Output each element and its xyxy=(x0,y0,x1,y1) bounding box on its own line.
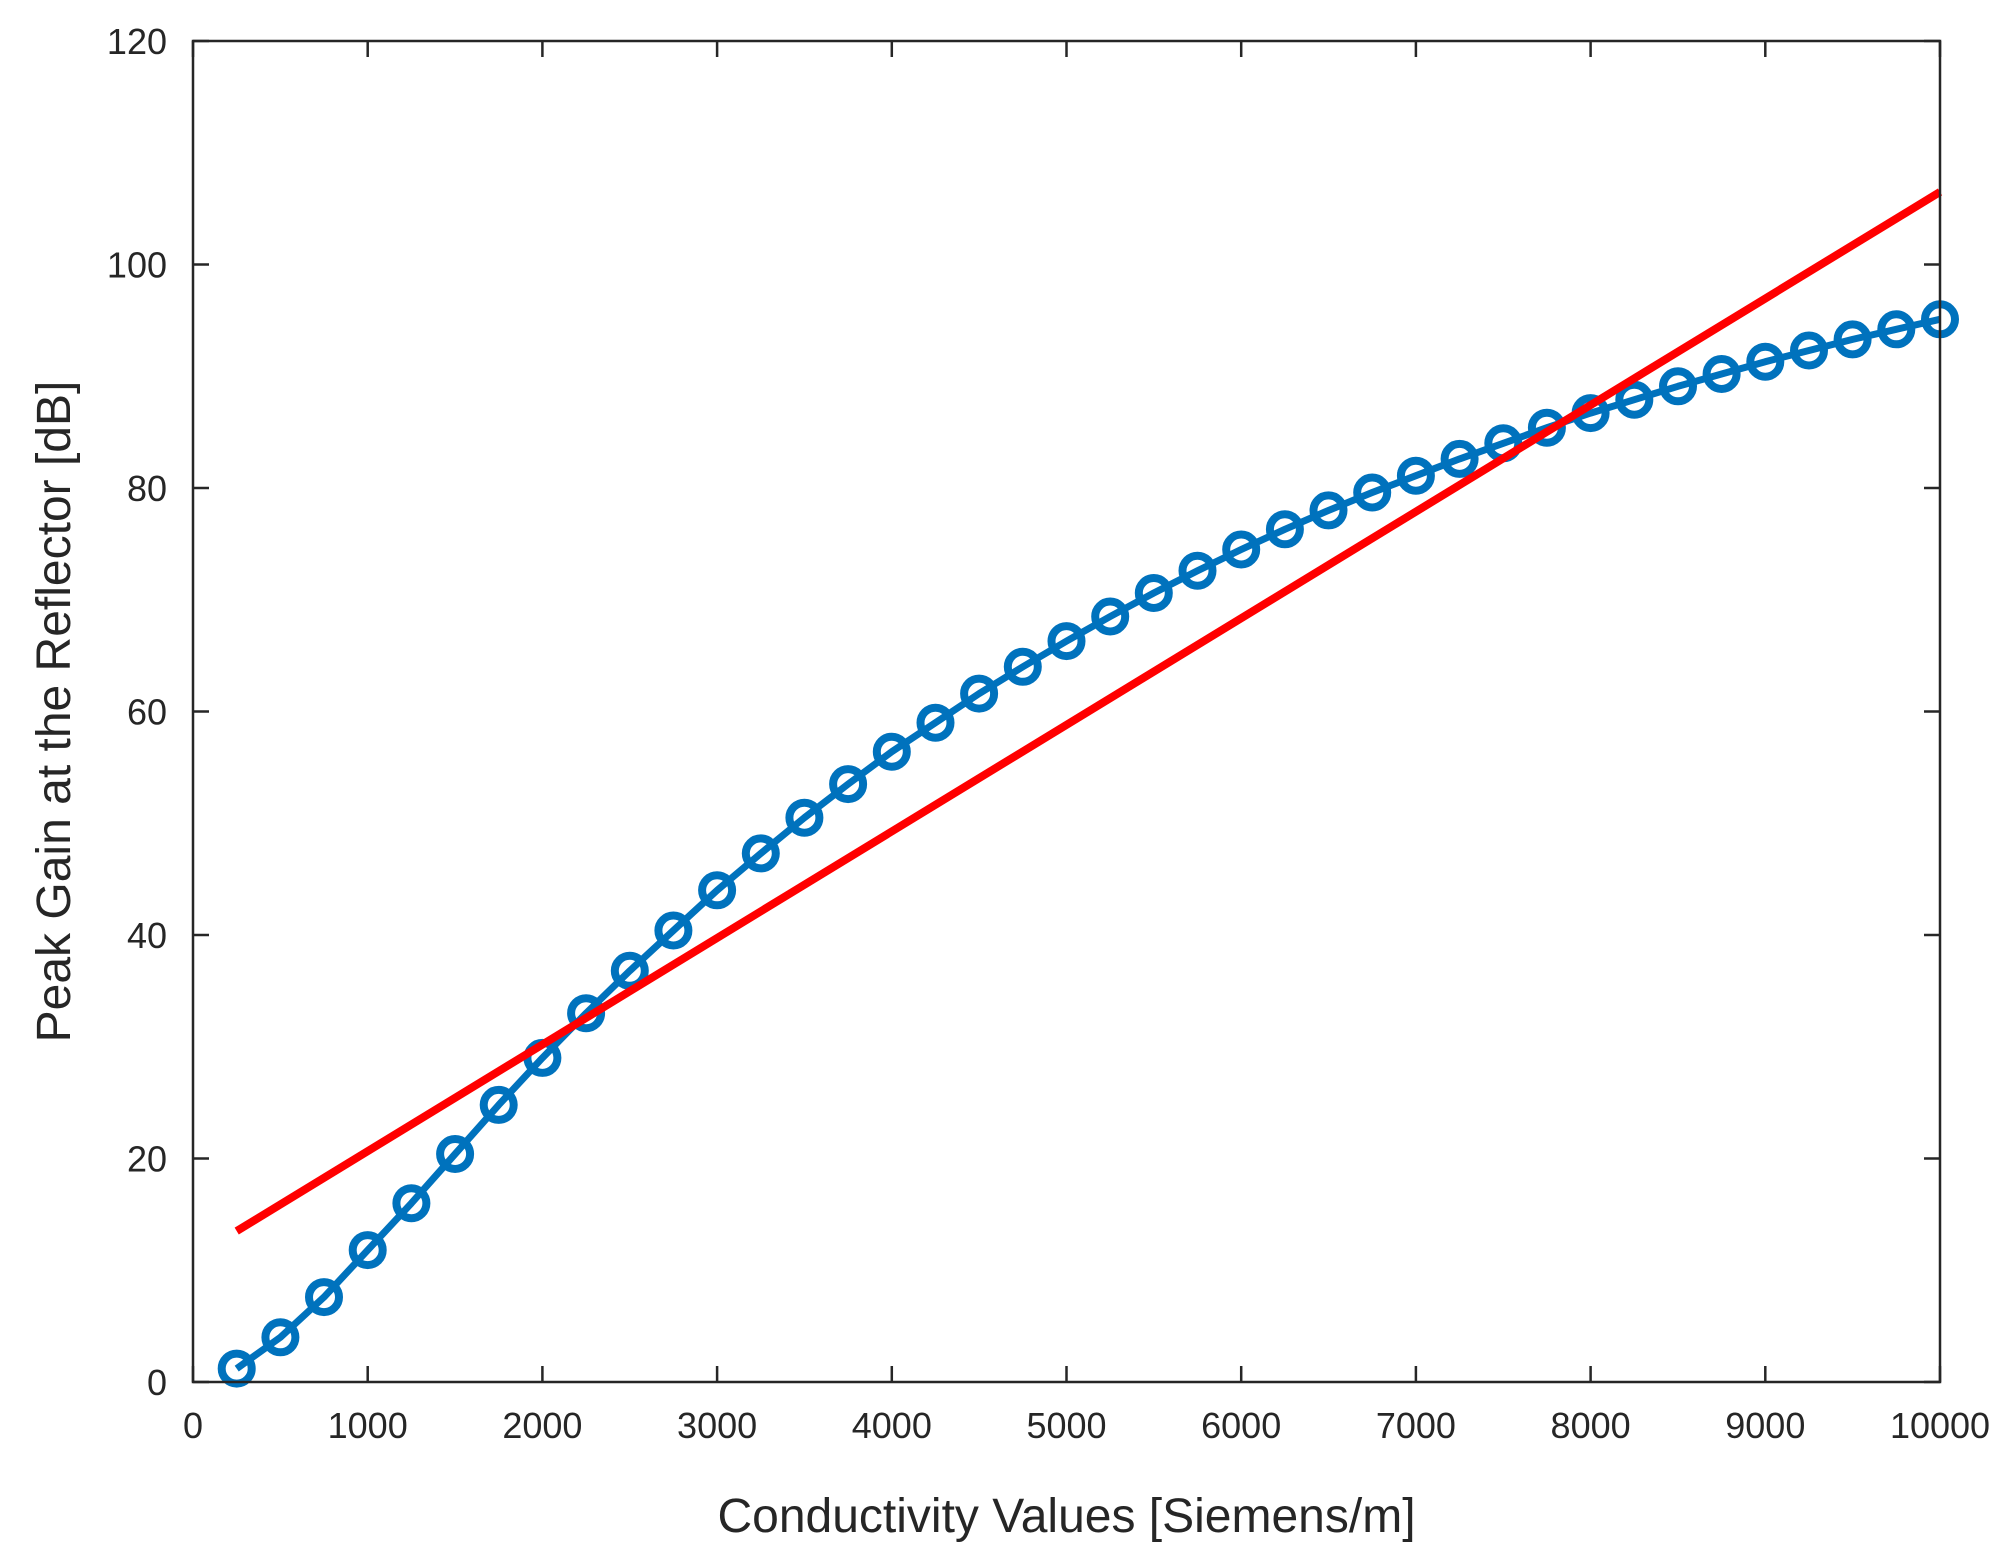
series-1-point xyxy=(916,703,955,742)
plot-area xyxy=(191,39,1959,1388)
series-1-point xyxy=(872,732,911,771)
series-1-point xyxy=(1877,310,1916,349)
y-tick-label: 60 xyxy=(127,692,167,733)
series-1-point xyxy=(1790,331,1828,370)
y-tick-label: 0 xyxy=(147,1362,167,1403)
y-axis-label: Peak Gain at the Reflector [dB] xyxy=(28,381,81,1043)
series-1-point xyxy=(217,1349,256,1388)
y-tick-label: 120 xyxy=(107,21,167,62)
series-1-point xyxy=(1309,491,1348,530)
series-1-point xyxy=(1833,320,1872,359)
series-1-point xyxy=(1003,647,1042,686)
x-axis-label: Conductivity Values [Siemens/m] xyxy=(717,1490,1415,1543)
series-2-line xyxy=(234,188,1943,1235)
series-1-point xyxy=(1396,456,1435,495)
series-1-point xyxy=(261,1318,300,1357)
series-1-point xyxy=(392,1184,431,1223)
x-tick-label: 4000 xyxy=(852,1405,932,1446)
series-1-point xyxy=(1353,473,1392,512)
x-tick-label: 9000 xyxy=(1725,1405,1805,1446)
series-1-point xyxy=(436,1135,475,1173)
series-1-point xyxy=(698,871,737,910)
series-1-point xyxy=(1659,367,1697,406)
series-1-point xyxy=(479,1085,518,1124)
series-1-point xyxy=(1440,439,1479,478)
series-1-point xyxy=(829,765,868,804)
x-tick-label: 1000 xyxy=(328,1405,408,1446)
series-1-point xyxy=(1222,530,1261,569)
series-1-point xyxy=(1265,510,1304,549)
x-axis-ticks: 0 1000 2000 3000 4000 5000 6000 7000 8000 9000 100… xyxy=(183,41,1990,1446)
series-1-point xyxy=(654,911,693,950)
series-1-point xyxy=(785,798,824,837)
series-1-point xyxy=(741,834,780,873)
y-tick-label: 20 xyxy=(127,1139,167,1180)
x-tick-label: 10000 xyxy=(1890,1405,1990,1446)
series-1-point xyxy=(960,674,999,713)
series-1-point xyxy=(1178,551,1217,590)
x-tick-label: 2000 xyxy=(502,1405,582,1446)
series-1-point xyxy=(1702,355,1741,393)
series-1-line xyxy=(234,315,1941,1372)
x-tick-label: 0 xyxy=(183,1405,203,1446)
series-1-point xyxy=(305,1278,343,1317)
y-tick-label: 100 xyxy=(107,245,167,286)
series-1-point xyxy=(1746,342,1785,381)
series-1-point xyxy=(1091,597,1130,636)
series-1-point xyxy=(348,1231,387,1270)
x-tick-label: 7000 xyxy=(1376,1405,1456,1446)
series-1-point xyxy=(1047,622,1086,661)
series-1-point xyxy=(1134,574,1173,612)
x-tick-label: 8000 xyxy=(1551,1405,1631,1446)
y-tick-label: 40 xyxy=(127,915,167,956)
axes-box xyxy=(191,39,1942,1384)
x-tick-label: 3000 xyxy=(677,1405,757,1446)
series-1-point xyxy=(1527,408,1566,447)
y-tick-label: 80 xyxy=(127,468,167,509)
x-tick-label: 5000 xyxy=(1026,1405,1106,1446)
x-tick-label: 6000 xyxy=(1201,1405,1281,1446)
series-1-point xyxy=(1615,380,1654,419)
y-axis-ticks: 0 20 40 60 80 100 120 xyxy=(107,21,1940,1403)
series-1-point xyxy=(610,951,649,990)
